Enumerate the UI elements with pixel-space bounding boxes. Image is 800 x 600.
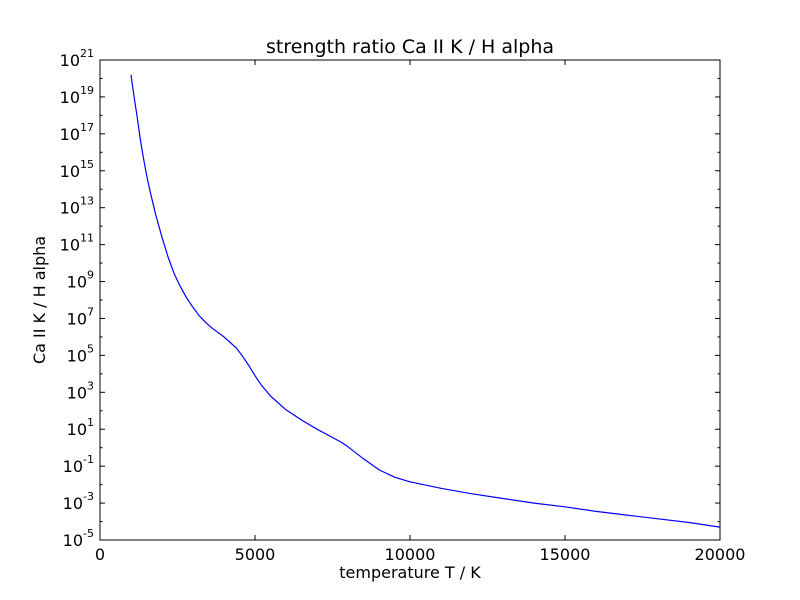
tick-labels: 0 5000 10000 15000 2000010-510-310-110110310… [60, 47, 746, 564]
y-tick-exponent: -3 [83, 490, 94, 503]
y-tick-base: 10 [63, 531, 83, 550]
y-tick-exponent: 17 [80, 121, 94, 134]
y-tick-label: 10-5 [63, 527, 94, 550]
x-axis-label: temperature T / K [339, 563, 481, 582]
y-tick-base: 10 [60, 162, 80, 181]
y-tick-exponent: 5 [87, 342, 94, 355]
y-tick-exponent: 9 [87, 269, 94, 282]
x-tick-label: 15000 [540, 545, 591, 564]
plot-frame [99, 59, 721, 541]
y-tick-base: 10 [63, 494, 83, 513]
y-tick-label: 10-1 [63, 453, 94, 476]
x-tick-label: 20000 [695, 545, 746, 564]
y-tick-base: 10 [60, 199, 80, 218]
series-line [130, 74, 721, 528]
y-tick-label: 107 [67, 305, 94, 328]
y-tick-base: 10 [60, 88, 80, 107]
plot-area [100, 60, 720, 540]
y-tick-label: 101 [67, 416, 94, 439]
series-layer [130, 74, 721, 528]
y-tick-base: 10 [63, 457, 83, 476]
y-tick-base: 10 [67, 383, 87, 402]
y-tick-label: 10-3 [63, 490, 94, 513]
y-tick-base: 10 [67, 309, 87, 328]
y-tick-exponent: 15 [80, 158, 94, 171]
y-tick-label: 1015 [60, 158, 94, 181]
x-tick-label: 0 [95, 545, 105, 564]
x-tick-label: 5000 [235, 545, 276, 564]
y-tick-label: 1011 [60, 232, 94, 255]
y-tick-label: 105 [67, 342, 94, 365]
y-tick-exponent: 1 [87, 416, 94, 429]
y-tick-base: 10 [67, 273, 87, 292]
y-tick-exponent: 21 [80, 47, 94, 60]
y-tick-base: 10 [60, 125, 80, 144]
chart-title: strength ratio Ca II K / H alpha [266, 36, 554, 58]
y-tick-label: 1019 [60, 84, 94, 107]
y-tick-exponent: 3 [87, 379, 94, 392]
y-tick-exponent: 13 [80, 195, 94, 208]
y-tick-exponent: 7 [87, 305, 94, 318]
y-tick-base: 10 [60, 236, 80, 255]
x-tick-label: 10000 [385, 545, 436, 564]
y-tick-label: 103 [67, 379, 94, 402]
y-tick-label: 1013 [60, 195, 94, 218]
y-tick-label: 109 [67, 269, 94, 292]
y-tick-base: 10 [60, 51, 80, 70]
y-tick-label: 1017 [60, 121, 94, 144]
y-axis-label: Ca II K / H alpha [30, 236, 49, 364]
y-tick-exponent: -1 [83, 453, 94, 466]
y-tick-exponent: 11 [80, 232, 94, 245]
y-tick-base: 10 [67, 420, 87, 439]
y-tick-exponent: 19 [80, 84, 94, 97]
y-tick-exponent: -5 [83, 527, 94, 540]
y-tick-base: 10 [67, 346, 87, 365]
y-tick-label: 1021 [60, 47, 94, 70]
